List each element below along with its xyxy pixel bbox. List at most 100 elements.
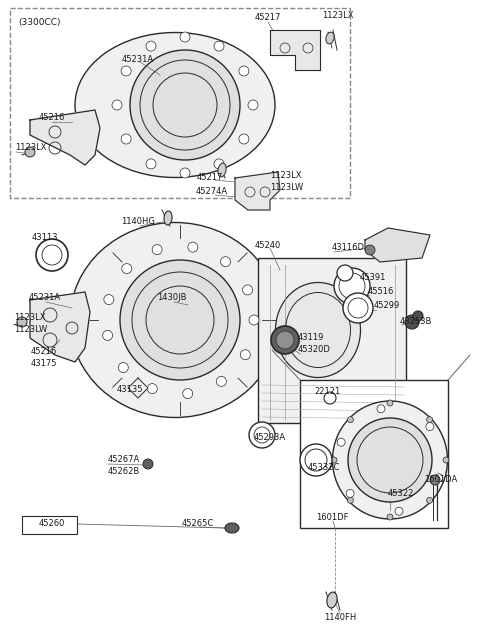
Circle shape (216, 376, 227, 387)
Polygon shape (30, 292, 90, 362)
Text: 43253B: 43253B (400, 318, 432, 327)
Ellipse shape (218, 163, 226, 177)
Text: 43113: 43113 (32, 233, 58, 242)
Text: 45293A: 45293A (254, 433, 286, 442)
Text: 1601DF: 1601DF (316, 514, 348, 523)
Circle shape (300, 444, 332, 476)
Text: 45299: 45299 (374, 302, 400, 311)
Circle shape (348, 497, 353, 504)
Circle shape (337, 438, 345, 446)
Circle shape (121, 134, 131, 144)
Circle shape (430, 475, 440, 485)
Circle shape (443, 457, 449, 463)
Circle shape (36, 239, 68, 271)
Text: 45267A: 45267A (108, 456, 140, 465)
Polygon shape (270, 30, 320, 70)
Circle shape (276, 331, 294, 349)
Ellipse shape (225, 523, 239, 533)
Circle shape (395, 507, 403, 515)
Text: 45216: 45216 (31, 348, 57, 357)
Text: 45265C: 45265C (182, 520, 214, 528)
Ellipse shape (326, 32, 334, 44)
Text: 45516: 45516 (368, 288, 395, 296)
Text: 45231A: 45231A (122, 56, 154, 65)
Circle shape (183, 389, 193, 399)
Text: 45231A: 45231A (29, 293, 61, 302)
Circle shape (365, 245, 375, 255)
Circle shape (413, 311, 423, 321)
Circle shape (17, 317, 27, 327)
Text: 45240: 45240 (255, 240, 281, 249)
Polygon shape (30, 110, 100, 165)
Circle shape (120, 260, 240, 380)
Circle shape (147, 383, 157, 394)
Text: 1430JB: 1430JB (157, 293, 187, 302)
Circle shape (240, 350, 251, 360)
Ellipse shape (327, 592, 337, 608)
Circle shape (426, 422, 434, 431)
Circle shape (249, 422, 275, 448)
Ellipse shape (75, 33, 275, 178)
Circle shape (377, 404, 385, 413)
Circle shape (239, 134, 249, 144)
Text: 45217: 45217 (197, 174, 223, 183)
Circle shape (337, 265, 353, 281)
Circle shape (180, 32, 190, 42)
Circle shape (346, 489, 354, 497)
Circle shape (121, 66, 131, 76)
Polygon shape (235, 172, 280, 210)
Circle shape (242, 285, 252, 295)
Circle shape (152, 245, 162, 254)
Text: 45217: 45217 (255, 13, 281, 22)
Bar (300, 380, 448, 528)
Circle shape (248, 100, 258, 110)
Circle shape (220, 257, 230, 266)
Ellipse shape (276, 282, 360, 378)
Circle shape (239, 66, 249, 76)
Circle shape (324, 392, 336, 404)
Bar (22, 516, 77, 534)
Circle shape (103, 330, 113, 341)
Ellipse shape (70, 222, 280, 417)
Circle shape (331, 457, 337, 463)
Circle shape (130, 50, 240, 160)
Circle shape (112, 100, 122, 110)
Text: 43119: 43119 (298, 334, 324, 343)
Ellipse shape (164, 211, 172, 225)
Circle shape (249, 315, 259, 325)
Text: 45216: 45216 (39, 114, 65, 123)
Circle shape (387, 514, 393, 520)
Circle shape (25, 147, 35, 157)
Circle shape (104, 295, 114, 305)
Bar (258, 258, 406, 423)
Text: 45391: 45391 (360, 273, 386, 282)
Circle shape (348, 418, 432, 502)
Circle shape (146, 41, 156, 51)
Circle shape (405, 315, 419, 329)
Text: 22121: 22121 (315, 387, 341, 397)
Ellipse shape (333, 401, 447, 519)
Text: 45260: 45260 (39, 520, 65, 528)
Text: 1140FH: 1140FH (324, 613, 356, 622)
Text: 1123LW: 1123LW (14, 325, 47, 334)
Polygon shape (128, 378, 148, 398)
Circle shape (214, 41, 224, 51)
Circle shape (146, 159, 156, 169)
Text: 1123LX: 1123LX (15, 144, 47, 153)
Circle shape (143, 459, 153, 469)
Text: 1140HG: 1140HG (121, 217, 155, 226)
Bar (10, 8, 350, 198)
Text: 45322: 45322 (388, 489, 414, 498)
Text: 45262B: 45262B (108, 468, 140, 477)
Text: 45274A: 45274A (196, 187, 228, 197)
Circle shape (188, 242, 198, 252)
Circle shape (118, 362, 128, 373)
Circle shape (271, 326, 299, 354)
Text: (3300CC): (3300CC) (18, 17, 60, 26)
Text: 1123LW: 1123LW (270, 183, 303, 192)
Circle shape (343, 293, 373, 323)
Text: 1123LX: 1123LX (322, 10, 353, 20)
Circle shape (435, 473, 443, 482)
Polygon shape (365, 228, 430, 262)
Circle shape (427, 497, 432, 504)
